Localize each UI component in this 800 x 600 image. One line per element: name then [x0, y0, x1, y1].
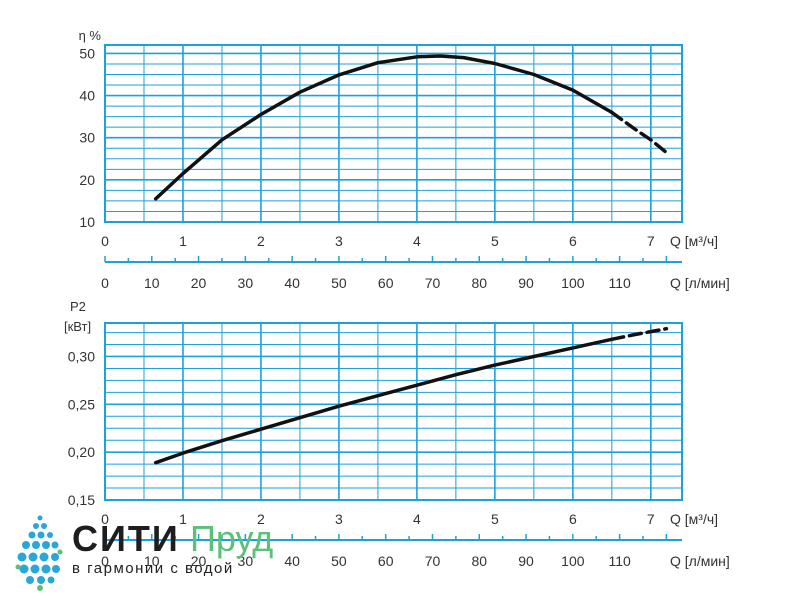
x-tick-label: 0 — [101, 233, 109, 249]
x2-tick-label: 90 — [518, 275, 534, 291]
plot-frame — [104, 322, 683, 501]
plot-frame — [104, 44, 683, 223]
x2-tick-label: 0 — [101, 553, 109, 569]
x2-tick-label: 100 — [561, 553, 585, 569]
x-tick-label: 3 — [335, 233, 343, 249]
x2-tick-label: 100 — [561, 275, 585, 291]
x-tick-label: 1 — [179, 511, 187, 527]
x-tick-label: 7 — [647, 511, 655, 527]
x2-axis-label: Q [л/мин] — [670, 553, 730, 569]
x2-tick-label: 110 — [608, 553, 631, 569]
x2-tick-label: 50 — [331, 275, 347, 291]
x2-tick-label: 110 — [608, 275, 631, 291]
x2-tick-label: 0 — [101, 275, 109, 291]
curve-solid-segment — [153, 337, 614, 465]
chart-1: 10 20 30 40 50 0 1 2 3 4 5 6 7 Q [м³/ч] 0 10 20 30 40 50 60 7… — [79, 28, 730, 291]
y-axis-unit: [кВт] — [64, 319, 91, 334]
x2-tick-label: 60 — [378, 553, 394, 569]
logo-tagline: в гармонии с водой — [72, 560, 234, 577]
x-axis-label: Q [м³/ч] — [670, 511, 718, 527]
brand-logo: СИТИ Пруд в гармонии с водой — [10, 512, 300, 592]
x2-tick-label: 20 — [191, 553, 207, 569]
droplet-dots-icon — [15, 515, 63, 591]
x2-tick-label: 40 — [284, 275, 300, 291]
x2-tick-label: 80 — [471, 553, 487, 569]
y-tick-label: 10 — [79, 214, 95, 230]
x2-tick-label: 60 — [378, 275, 394, 291]
y-tick-label: 20 — [79, 172, 95, 188]
x-tick-label: 5 — [491, 233, 499, 249]
x2-tick-label: 40 — [284, 553, 300, 569]
y-tick-label: 0,15 — [68, 492, 95, 508]
x2-axis-label: Q [л/мин] — [670, 275, 730, 291]
x2-tick-label: 30 — [238, 553, 254, 569]
x2-tick-label: 30 — [238, 275, 254, 291]
x-tick-label: 0 — [101, 511, 109, 527]
curve-dashed-segment — [610, 326, 669, 342]
x-axis-label: Q [м³/ч] — [670, 233, 718, 249]
x2-tick-label: 20 — [191, 275, 207, 291]
x2-tick-label: 50 — [331, 553, 347, 569]
x2-tick-label: 70 — [425, 553, 441, 569]
x-tick-label: 6 — [569, 233, 577, 249]
y-tick-label: 0,25 — [68, 396, 95, 412]
y-axis-label: η % — [79, 28, 102, 43]
y-tick-label: 0,20 — [68, 444, 95, 460]
y-tick-label: 40 — [79, 88, 95, 104]
y-axis-label: P2 — [70, 299, 86, 314]
logo-word-city: СИТИ — [72, 518, 180, 559]
chart-2: 0,15 0,20 0,25 0,30 0 1 2 3 4 5 6 7 Q [м³/ч] 0 10 20 30 4… — [64, 299, 730, 569]
x2-tick-label: 70 — [425, 275, 441, 291]
y-tick-label: 30 — [79, 130, 95, 146]
x-tick-label: 2 — [257, 511, 265, 527]
x-tick-label: 4 — [413, 511, 421, 527]
x-tick-label: 3 — [335, 511, 343, 527]
x2-tick-label: 10 — [144, 275, 160, 291]
y-tick-label: 50 — [79, 45, 95, 61]
logo-word-prud: Пруд — [190, 518, 274, 559]
curve-solid-segment — [153, 54, 614, 201]
curve-dashed-segment — [610, 110, 669, 155]
x2-tick-label: 90 — [518, 553, 534, 569]
y-tick-label: 0,30 — [68, 348, 95, 364]
x-tick-label: 4 — [413, 233, 421, 249]
x2-tick-label: 10 — [144, 553, 160, 569]
x2-tick-label: 80 — [471, 275, 487, 291]
x-tick-label: 1 — [179, 233, 187, 249]
x-tick-label: 7 — [647, 233, 655, 249]
x-tick-label: 6 — [569, 511, 577, 527]
x-tick-label: 5 — [491, 511, 499, 527]
x-tick-label: 2 — [257, 233, 265, 249]
